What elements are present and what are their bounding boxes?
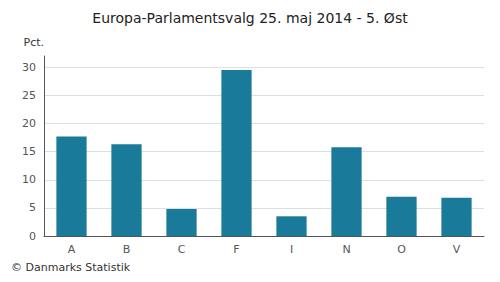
svg-text:25: 25	[22, 89, 36, 102]
svg-text:F: F	[233, 243, 239, 256]
svg-text:20: 20	[22, 117, 36, 130]
svg-text:A: A	[68, 243, 76, 256]
svg-text:5: 5	[29, 201, 36, 214]
svg-text:© Danmarks Statistik: © Danmarks Statistik	[11, 261, 131, 274]
svg-text:I: I	[290, 243, 293, 256]
svg-text:O: O	[397, 243, 406, 256]
svg-text:B: B	[123, 243, 131, 256]
svg-text:C: C	[178, 243, 186, 256]
svg-text:0: 0	[29, 230, 36, 243]
svg-text:Europa-Parlamentsvalg 25. maj: Europa-Parlamentsvalg 25. maj 2014 - 5. …	[92, 10, 408, 26]
svg-text:N: N	[342, 243, 350, 256]
svg-text:30: 30	[22, 61, 36, 74]
svg-text:15: 15	[22, 145, 36, 158]
svg-text:Pct.: Pct.	[24, 36, 45, 49]
svg-text:V: V	[453, 243, 461, 256]
svg-text:10: 10	[22, 173, 36, 186]
